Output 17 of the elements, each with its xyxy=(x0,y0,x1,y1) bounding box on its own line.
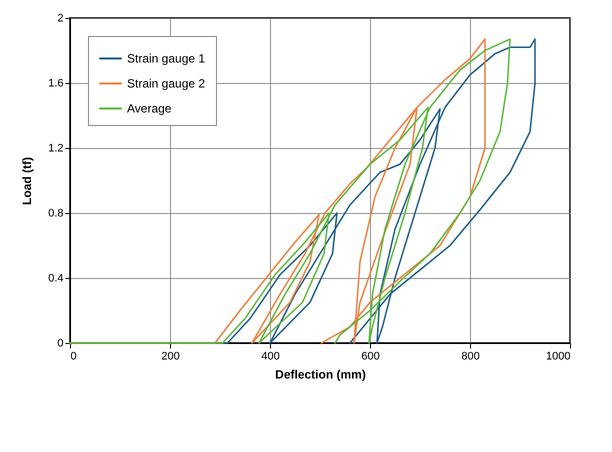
y-tick-label: 0.8 xyxy=(48,208,64,220)
y-tick-label: 0.4 xyxy=(48,272,64,284)
x-tick-label: 200 xyxy=(161,350,180,362)
x-tick-label: 1000 xyxy=(546,350,570,362)
x-tick-label: 600 xyxy=(361,350,380,362)
y-tick-label: 0 xyxy=(57,338,64,350)
x-tick-label: 0 xyxy=(70,350,77,362)
y-tick-label: 2 xyxy=(57,12,64,24)
x-tick-label: 400 xyxy=(261,350,280,362)
legend-label: Strain gauge 2 xyxy=(127,76,206,90)
legend-label: Average xyxy=(127,102,172,116)
y-tick-label: 1.6 xyxy=(48,78,64,90)
x-tick-label: 800 xyxy=(461,350,480,362)
legend-label: Strain gauge 1 xyxy=(127,52,206,66)
x-axis-title: Deflection (mm) xyxy=(275,368,366,382)
y-axis-title: Load (tf) xyxy=(20,157,34,205)
y-tick-label: 1.2 xyxy=(48,142,64,154)
